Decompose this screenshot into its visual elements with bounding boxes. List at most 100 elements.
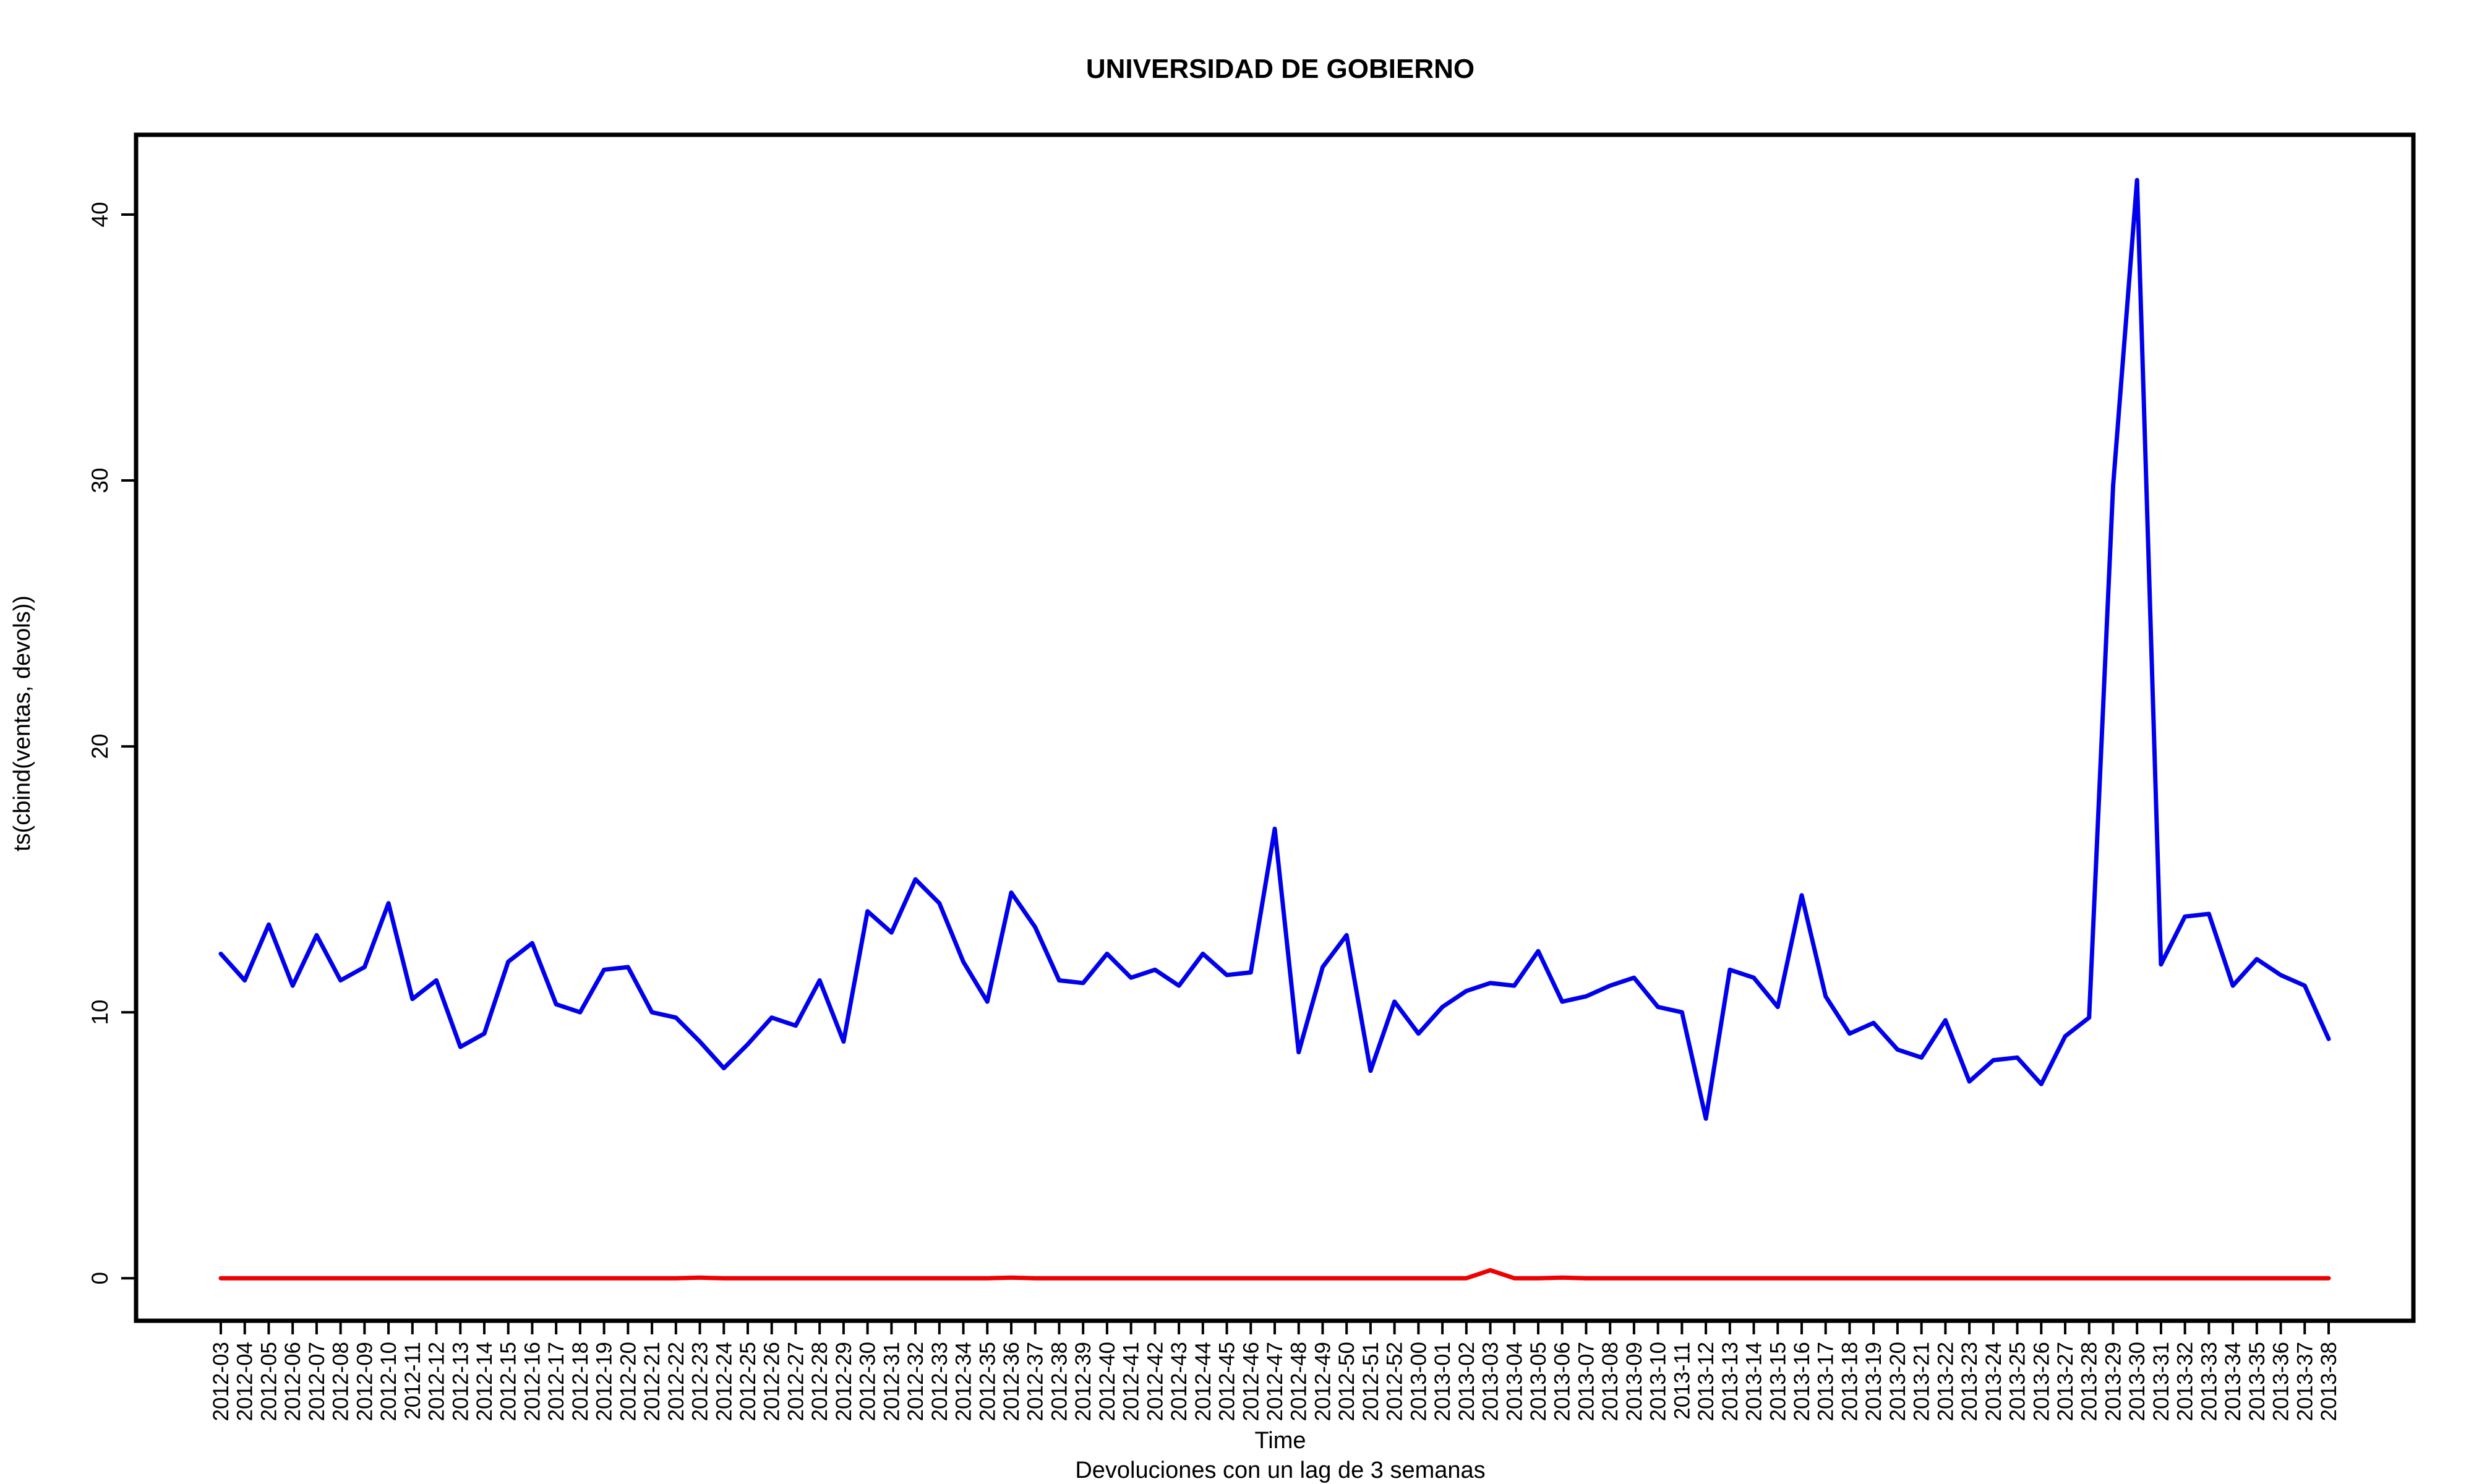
x-tick-label: 2013-36 bbox=[2269, 1342, 2293, 1421]
x-tick-label: 2012-06 bbox=[281, 1342, 305, 1421]
x-tick-label: 2013-37 bbox=[2293, 1342, 2317, 1421]
x-tick-label: 2012-31 bbox=[880, 1342, 904, 1421]
x-tick-label: 2013-19 bbox=[1862, 1342, 1886, 1421]
x-tick-label: 2013-17 bbox=[1814, 1342, 1838, 1421]
y-tick-label: 40 bbox=[87, 202, 113, 227]
chart-title: UNIVERSIDAD DE GOBIERNO bbox=[1086, 54, 1475, 84]
y-tick-label: 20 bbox=[87, 734, 113, 759]
x-tick-label: 2012-15 bbox=[497, 1342, 521, 1421]
x-tick-label: 2013-12 bbox=[1694, 1342, 1718, 1421]
x-tick-label: 2012-20 bbox=[616, 1342, 640, 1421]
x-tick-label: 2013-10 bbox=[1646, 1342, 1671, 1421]
x-tick-label: 2012-16 bbox=[520, 1342, 544, 1421]
x-tick-label: 2012-19 bbox=[593, 1342, 617, 1421]
x-tick-label: 2012-08 bbox=[329, 1342, 353, 1421]
x-axis-label: Time bbox=[1254, 1428, 1306, 1454]
x-tick-label: 2013-09 bbox=[1622, 1342, 1646, 1421]
x-tick-label: 2012-49 bbox=[1311, 1342, 1335, 1421]
x-tick-label: 2013-07 bbox=[1574, 1342, 1598, 1421]
x-tick-label: 2013-22 bbox=[1933, 1342, 1958, 1421]
x-tick-label: 2012-28 bbox=[808, 1342, 832, 1421]
x-tick-label: 2013-21 bbox=[1910, 1342, 1934, 1421]
x-tick-label: 2013-05 bbox=[1526, 1342, 1551, 1421]
x-tick-label: 2013-27 bbox=[2053, 1342, 2078, 1421]
x-tick-label: 2013-15 bbox=[1766, 1342, 1790, 1421]
x-tick-label: 2013-25 bbox=[2006, 1342, 2030, 1421]
x-tick-label: 2013-29 bbox=[2101, 1342, 2125, 1421]
x-tick-label: 2012-07 bbox=[305, 1342, 329, 1421]
x-tick-label: 2013-30 bbox=[2125, 1342, 2149, 1421]
x-tick-label: 2012-26 bbox=[760, 1342, 784, 1421]
x-tick-label: 2012-03 bbox=[209, 1342, 233, 1421]
x-tick-label: 2013-28 bbox=[2078, 1342, 2102, 1421]
x-tick-label: 2012-17 bbox=[544, 1342, 568, 1421]
y-tick-label: 30 bbox=[87, 467, 113, 493]
x-tick-label: 2012-25 bbox=[736, 1342, 760, 1421]
x-tick-label: 2013-18 bbox=[1838, 1342, 1862, 1421]
x-tick-label: 2013-16 bbox=[1790, 1342, 1814, 1421]
y-tick-label: 10 bbox=[87, 1000, 113, 1025]
y-tick-label: 0 bbox=[87, 1272, 113, 1285]
x-tick-label: 2013-11 bbox=[1670, 1342, 1694, 1420]
x-tick-label: 2012-30 bbox=[856, 1342, 880, 1421]
x-tick-label: 2012-12 bbox=[425, 1342, 449, 1421]
x-tick-label: 2013-04 bbox=[1502, 1342, 1526, 1421]
x-tick-label: 2012-34 bbox=[952, 1342, 976, 1421]
x-tick-label: 2013-26 bbox=[2029, 1342, 2053, 1421]
series-line-2 bbox=[218, 1268, 2331, 1281]
x-tick-label: 2012-38 bbox=[1047, 1342, 1071, 1421]
x-tick-label: 2012-13 bbox=[448, 1342, 473, 1421]
series-line-1 bbox=[218, 177, 2331, 1121]
y-axis-label: ts(cbind(ventas, devols)) bbox=[9, 595, 35, 851]
x-tick-label: 2012-50 bbox=[1335, 1342, 1359, 1421]
x-tick-label: 2012-40 bbox=[1095, 1342, 1119, 1421]
x-tick-label: 2012-36 bbox=[999, 1342, 1024, 1421]
chart-subtitle: Devoluciones con un lag de 3 semanas bbox=[1075, 1457, 1485, 1483]
x-tick-label: 2012-21 bbox=[640, 1342, 664, 1421]
x-tick-label: 2013-20 bbox=[1886, 1342, 1910, 1421]
x-tick-label: 2012-33 bbox=[928, 1342, 952, 1421]
plot-frame bbox=[134, 132, 2416, 1323]
x-tick-label: 2012-44 bbox=[1191, 1342, 1215, 1421]
x-axis: 2012-03 2012-04 2012-05 2012-06 2012-07 2012-… bbox=[209, 1321, 2341, 1421]
x-tick-label: 2012-10 bbox=[377, 1342, 401, 1421]
x-tick-label: 2012-51 bbox=[1359, 1342, 1383, 1421]
x-tick-label: 2013-32 bbox=[2173, 1342, 2198, 1421]
x-tick-label: 2013-08 bbox=[1598, 1342, 1622, 1421]
x-tick-label: 2012-23 bbox=[688, 1342, 713, 1421]
x-tick-label: 2012-27 bbox=[784, 1342, 808, 1421]
x-tick-label: 2012-46 bbox=[1239, 1342, 1263, 1421]
x-tick-label: 2013-33 bbox=[2197, 1342, 2221, 1421]
series-layer bbox=[218, 177, 2331, 1281]
x-tick-label: 2012-14 bbox=[473, 1342, 497, 1421]
x-tick-label: 2013-02 bbox=[1455, 1342, 1479, 1421]
x-tick-label: 2012-09 bbox=[353, 1342, 377, 1421]
x-tick-label: 2013-14 bbox=[1742, 1342, 1766, 1421]
x-tick-label: 2012-41 bbox=[1119, 1342, 1144, 1421]
x-tick-label: 2013-23 bbox=[1958, 1342, 1982, 1421]
x-tick-label: 2013-01 bbox=[1431, 1342, 1455, 1421]
x-tick-label: 2013-35 bbox=[2245, 1342, 2269, 1421]
x-tick-label: 2012-48 bbox=[1287, 1342, 1311, 1421]
x-tick-label: 2013-38 bbox=[2317, 1342, 2341, 1421]
x-tick-label: 2013-06 bbox=[1551, 1342, 1575, 1421]
x-tick-label: 2012-32 bbox=[904, 1342, 928, 1421]
x-tick-label: 2012-24 bbox=[712, 1342, 736, 1421]
x-tick-label: 2013-31 bbox=[2149, 1342, 2173, 1421]
x-tick-label: 2012-11 bbox=[401, 1342, 425, 1420]
x-tick-label: 2013-00 bbox=[1406, 1342, 1431, 1421]
x-tick-label: 2012-47 bbox=[1263, 1342, 1287, 1421]
x-tick-label: 2012-29 bbox=[832, 1342, 856, 1421]
x-tick-label: 2012-22 bbox=[664, 1342, 688, 1421]
x-tick-label: 2012-39 bbox=[1071, 1342, 1095, 1421]
x-tick-label: 2012-18 bbox=[568, 1342, 593, 1421]
x-tick-label: 2012-04 bbox=[233, 1342, 257, 1421]
x-tick-label: 2013-34 bbox=[2221, 1342, 2245, 1421]
x-tick-label: 2012-52 bbox=[1383, 1342, 1407, 1421]
x-tick-label: 2013-03 bbox=[1479, 1342, 1503, 1421]
x-tick-label: 2012-43 bbox=[1167, 1342, 1191, 1421]
x-tick-label: 2012-37 bbox=[1024, 1342, 1048, 1421]
x-tick-label: 2013-13 bbox=[1718, 1342, 1742, 1421]
x-tick-label: 2012-45 bbox=[1215, 1342, 1239, 1421]
